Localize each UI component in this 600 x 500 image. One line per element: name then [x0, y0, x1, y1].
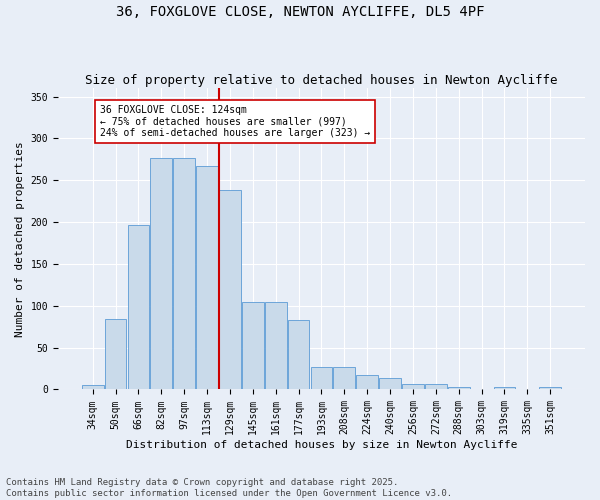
- Y-axis label: Number of detached properties: Number of detached properties: [15, 141, 25, 336]
- Bar: [470, 388, 493, 390]
- Bar: [425, 384, 446, 390]
- X-axis label: Distribution of detached houses by size in Newton Aycliffe: Distribution of detached houses by size …: [126, 440, 517, 450]
- Bar: [219, 190, 241, 390]
- Bar: [105, 319, 127, 390]
- Bar: [448, 387, 470, 390]
- Bar: [242, 302, 263, 390]
- Bar: [494, 387, 515, 390]
- Bar: [334, 367, 355, 390]
- Bar: [379, 378, 401, 390]
- Text: 36 FOXGLOVE CLOSE: 124sqm
← 75% of detached houses are smaller (997)
24% of semi: 36 FOXGLOVE CLOSE: 124sqm ← 75% of detac…: [100, 105, 370, 138]
- Bar: [517, 388, 538, 390]
- Bar: [82, 386, 104, 390]
- Bar: [128, 226, 149, 390]
- Bar: [288, 320, 310, 390]
- Title: Size of property relative to detached houses in Newton Aycliffe: Size of property relative to detached ho…: [85, 74, 558, 87]
- Bar: [196, 166, 218, 390]
- Bar: [173, 158, 195, 390]
- Bar: [356, 375, 378, 390]
- Bar: [539, 387, 561, 390]
- Bar: [402, 384, 424, 390]
- Text: 36, FOXGLOVE CLOSE, NEWTON AYCLIFFE, DL5 4PF: 36, FOXGLOVE CLOSE, NEWTON AYCLIFFE, DL5…: [116, 5, 484, 19]
- Text: Contains HM Land Registry data © Crown copyright and database right 2025.
Contai: Contains HM Land Registry data © Crown c…: [6, 478, 452, 498]
- Bar: [265, 302, 287, 390]
- Bar: [151, 158, 172, 390]
- Bar: [311, 367, 332, 390]
